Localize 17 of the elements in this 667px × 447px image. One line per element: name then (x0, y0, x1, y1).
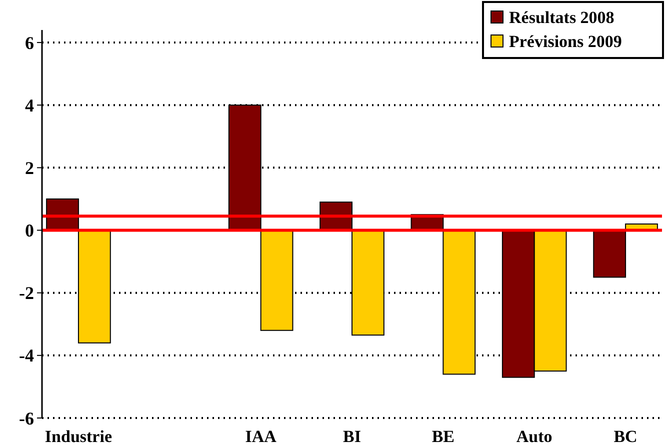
x-tick-label: Industrie (44, 427, 112, 446)
y-tick-label: 2 (25, 158, 34, 178)
bar (593, 230, 626, 278)
legend-label: Résultats 2008 (509, 8, 614, 27)
y-tick-label: -6 (19, 408, 34, 428)
x-tick-label: BI (343, 427, 362, 446)
legend-label: Prévisions 2009 (509, 32, 622, 51)
y-tick-label: -4 (19, 346, 34, 366)
bar (260, 230, 294, 331)
y-tick-label: 4 (25, 95, 34, 116)
x-tick-label: Auto (516, 427, 552, 446)
y-tick-label: -2 (19, 283, 34, 304)
x-tick-label: BC (614, 427, 638, 446)
y-tick-label: 6 (25, 32, 34, 53)
x-tick-label: BE (432, 427, 455, 446)
x-tick-label: IAA (245, 427, 278, 446)
y-tick-label: 0 (25, 220, 34, 241)
